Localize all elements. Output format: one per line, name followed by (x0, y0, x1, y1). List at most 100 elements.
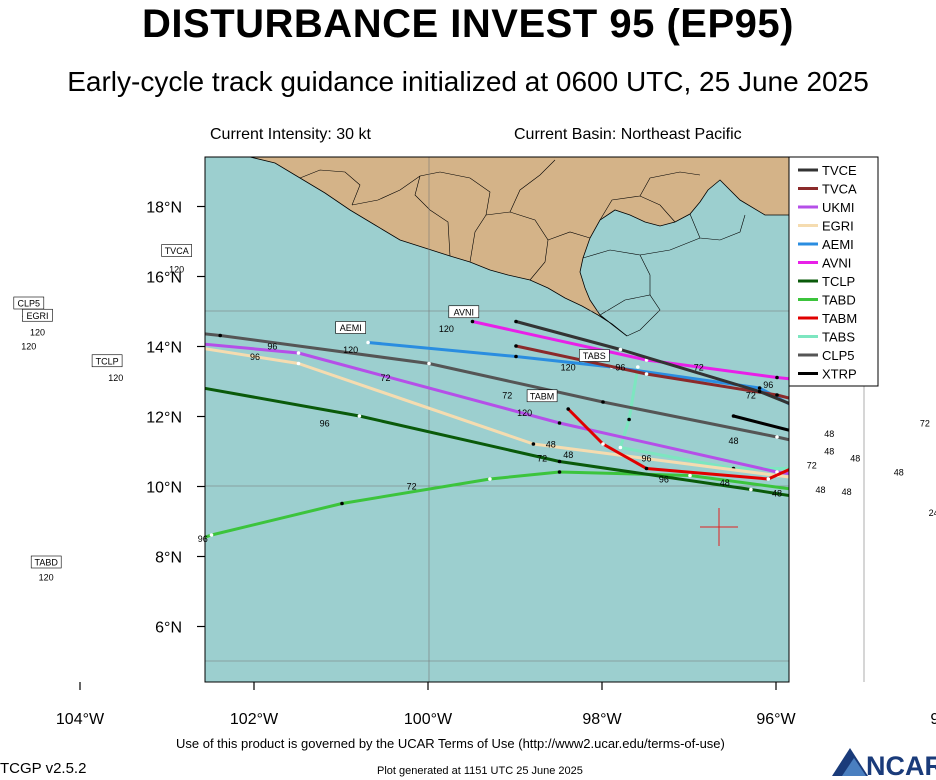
forecast-hour-label: 72 (694, 363, 704, 373)
track-point (644, 466, 649, 471)
forecast-hour-label: 72 (380, 373, 390, 383)
ncar-logo: NCAR (832, 748, 936, 780)
track-point (932, 491, 936, 495)
forecast-hour-label: 120 (343, 345, 358, 355)
track-point (749, 487, 753, 492)
track-point (914, 442, 918, 446)
model-tag-tclp: TCLP (91, 354, 123, 368)
track-point (218, 333, 222, 338)
forecast-hour-label: 24 (929, 508, 936, 518)
track-point (627, 417, 631, 422)
track-point (557, 421, 562, 425)
track-avni (472, 320, 789, 381)
page-title: DISTURBANCE INVEST 95 (EP95) (142, 2, 794, 46)
map-ticks (79, 205, 777, 690)
track-point (488, 477, 492, 481)
track-point (775, 470, 779, 474)
svg-text:TCLP: TCLP (96, 356, 119, 366)
lon-tick-label: 94°W (930, 711, 936, 728)
track-point (731, 414, 736, 418)
legend-label: TABM (822, 311, 857, 326)
lon-tick-label: 100°W (404, 711, 453, 728)
forecast-hour-label: 48 (563, 450, 573, 460)
model-tag-tabd: TABD (30, 555, 62, 569)
track-point (932, 470, 936, 474)
track-point (845, 411, 849, 415)
track-point (757, 389, 762, 394)
track-point (296, 351, 301, 355)
lat-tick-label: 16°N (146, 270, 182, 287)
forecast-hour-label: 120 (21, 342, 36, 352)
forecast-hour-label: 96 (267, 342, 277, 352)
model-tag-tabm: TABM (526, 389, 558, 403)
map-frame (204, 156, 790, 683)
svg-text:TABM: TABM (530, 391, 554, 401)
track-point (514, 354, 518, 359)
track-point (810, 414, 814, 418)
track-clp5 (205, 332, 789, 442)
track-point (601, 442, 605, 446)
forecast-hour-label: 48 (824, 429, 834, 439)
legend-label: AVNI (822, 256, 851, 271)
track-point (932, 453, 936, 457)
track-lines (53, 319, 936, 539)
forecast-hour-label: 120 (30, 328, 45, 338)
forecast-hour-label: 96 (763, 380, 773, 390)
forecast-hour-label: 48 (815, 485, 825, 495)
current-intensity: Current Intensity: 30 kt (210, 126, 371, 143)
track-point (470, 319, 475, 324)
legend-label: TCLP (822, 274, 855, 289)
track-point (932, 467, 936, 471)
legend-label: CLP5 (822, 348, 855, 363)
lon-tick-label: 104°W (56, 711, 105, 728)
track-point (557, 470, 562, 474)
forecast-hour-label: 48 (850, 454, 860, 464)
lat-tick-label: 10°N (146, 480, 182, 497)
model-tag-tabs: TABS (578, 349, 610, 362)
svg-text:EGRI: EGRI (26, 311, 48, 321)
track-point (775, 375, 779, 380)
forecast-hour-label: 48 (842, 487, 852, 497)
track-point (688, 473, 692, 478)
track-point (340, 501, 344, 506)
forecast-hour-label: 120 (561, 363, 576, 373)
track-point (357, 414, 362, 418)
forecast-hour-label: 72 (807, 461, 817, 471)
forecast-hour-label: 96 (659, 475, 669, 485)
legend-label: EGRI (822, 219, 854, 234)
track-point (644, 372, 649, 376)
forecast-hour-label: 72 (920, 419, 930, 429)
track-point (757, 386, 762, 390)
track-point (827, 439, 831, 443)
forecast-hour-label: 48 (894, 468, 904, 478)
svg-text:NCAR: NCAR (866, 751, 936, 780)
terms-of-use: Use of this product is governed by the U… (176, 736, 725, 751)
track-point (906, 460, 910, 464)
track-point (53, 323, 57, 327)
lat-tick-label: 12°N (146, 410, 182, 427)
track-point (366, 340, 370, 345)
track-point (836, 446, 840, 450)
legend-label: UKMI (822, 200, 855, 215)
model-tag-aemi: AEMI (335, 321, 367, 334)
forecast-hour-label: 72 (407, 482, 417, 492)
forecast-hour-label: 48 (824, 447, 834, 457)
model-tag-tvca: TVCA (161, 244, 192, 257)
land-mexico (205, 157, 789, 337)
current-position-marker (700, 508, 738, 546)
forecast-hour-label: 96 (250, 352, 260, 362)
svg-text:TVCA: TVCA (165, 246, 189, 256)
track-point (296, 361, 301, 366)
forecast-hour-label: 96 (198, 534, 208, 544)
legend: TVCE TVCA UKMI EGRI AEMI AVNI TCLP TABD TABM TABS… (788, 156, 879, 387)
track-tabm (567, 407, 789, 481)
forecast-hour-label: 96 (615, 363, 625, 373)
legend-label: TVCA (822, 182, 857, 197)
lon-tick-label: 98°W (582, 711, 622, 728)
track-point (923, 456, 927, 460)
page-subtitle: Early-cycle track guidance initialized a… (67, 66, 869, 97)
track-point (775, 435, 779, 439)
track-point (906, 512, 910, 516)
legend-label: TABD (822, 293, 856, 308)
